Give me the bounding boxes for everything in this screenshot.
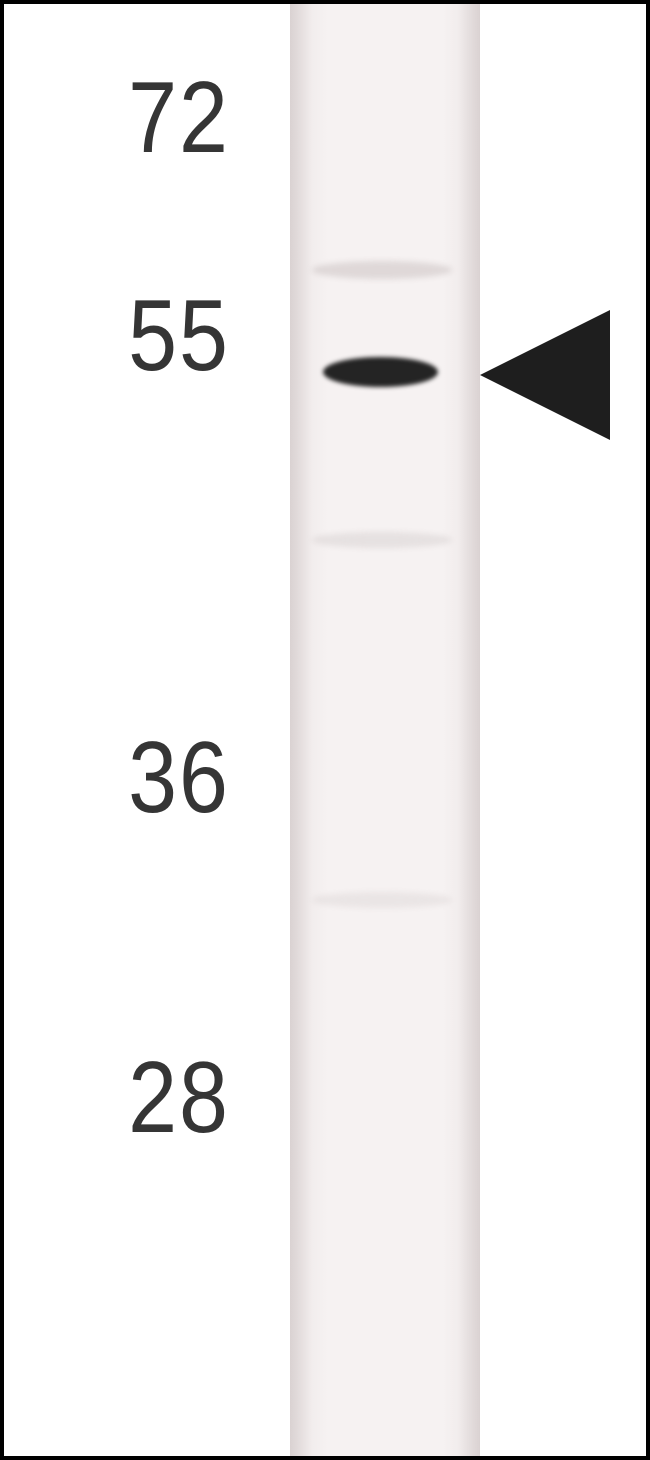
band-pointer-arrow-icon — [480, 310, 610, 440]
faint-band — [312, 532, 452, 548]
detected-protein-band — [323, 357, 438, 387]
faint-band — [312, 892, 452, 908]
mw-marker-36kda: 36 — [128, 719, 230, 836]
western-blot-panel: 72 55 36 28 — [0, 0, 650, 1460]
mw-marker-72kda: 72 — [128, 59, 230, 176]
gel-lane — [290, 4, 480, 1456]
faint-band — [312, 261, 452, 279]
gel-lane-left-shade — [290, 4, 312, 1456]
mw-marker-55kda: 55 — [128, 277, 230, 394]
mw-marker-28kda: 28 — [128, 1039, 230, 1156]
gel-lane-right-shade — [458, 4, 480, 1456]
